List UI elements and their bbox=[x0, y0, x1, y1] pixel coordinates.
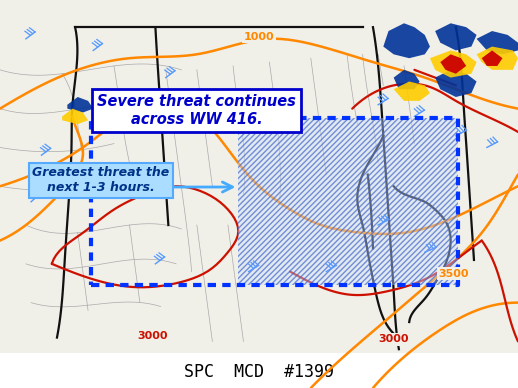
Polygon shape bbox=[440, 54, 466, 74]
Text: 3000: 3000 bbox=[379, 334, 409, 345]
Text: Greatest threat the
next 1-3 hours.: Greatest threat the next 1-3 hours. bbox=[33, 166, 169, 194]
Polygon shape bbox=[435, 70, 477, 97]
Text: Severe threat continues
across WW 416.: Severe threat continues across WW 416. bbox=[97, 94, 296, 127]
Text: SPC  MCD  #1399: SPC MCD #1399 bbox=[184, 364, 334, 381]
Text: 3500: 3500 bbox=[438, 268, 468, 279]
Text: 1000: 1000 bbox=[243, 32, 275, 42]
Polygon shape bbox=[383, 23, 430, 58]
Polygon shape bbox=[394, 70, 420, 89]
Polygon shape bbox=[477, 47, 518, 70]
Bar bbox=[238, 118, 458, 285]
Bar bbox=[91, 118, 458, 285]
Text: 3000: 3000 bbox=[138, 331, 168, 341]
Polygon shape bbox=[394, 81, 430, 101]
Polygon shape bbox=[430, 50, 477, 78]
Bar bbox=[238, 118, 458, 285]
Polygon shape bbox=[62, 109, 88, 124]
Polygon shape bbox=[482, 50, 502, 66]
Polygon shape bbox=[435, 23, 477, 50]
Polygon shape bbox=[477, 31, 518, 54]
Polygon shape bbox=[67, 97, 93, 113]
